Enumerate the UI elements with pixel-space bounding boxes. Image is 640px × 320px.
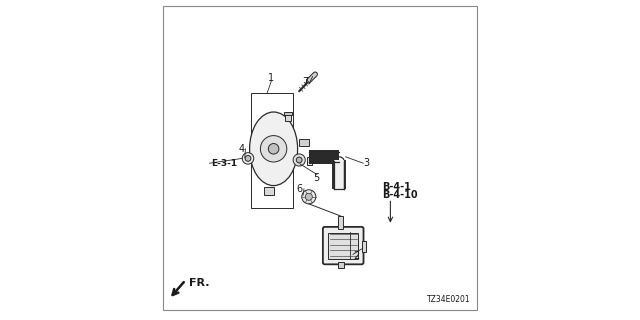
- Circle shape: [296, 157, 302, 163]
- Bar: [300, 139, 308, 146]
- Text: E-3-1: E-3-1: [211, 159, 237, 168]
- Text: 6: 6: [296, 184, 302, 194]
- Bar: [284, 112, 292, 115]
- Circle shape: [268, 143, 279, 154]
- FancyBboxPatch shape: [323, 227, 364, 264]
- Bar: [338, 262, 344, 268]
- Text: 2: 2: [354, 251, 360, 261]
- Bar: [338, 216, 344, 229]
- Circle shape: [243, 153, 253, 164]
- Circle shape: [293, 154, 305, 166]
- Bar: [328, 233, 358, 259]
- Text: B-4-1: B-4-1: [383, 182, 412, 192]
- Circle shape: [302, 190, 316, 204]
- Bar: [251, 93, 293, 208]
- Ellipse shape: [250, 112, 298, 186]
- Circle shape: [260, 136, 287, 162]
- Circle shape: [245, 156, 251, 161]
- Text: 3: 3: [364, 158, 369, 168]
- Text: 7: 7: [303, 76, 308, 87]
- Text: 5: 5: [314, 172, 320, 183]
- Bar: [362, 241, 367, 252]
- Text: 1: 1: [268, 73, 275, 84]
- Bar: [285, 112, 291, 121]
- Text: B-4-10: B-4-10: [383, 190, 418, 200]
- Text: FR.: FR.: [189, 277, 210, 288]
- Text: TZ34E0201: TZ34E0201: [427, 295, 470, 304]
- Bar: [264, 187, 274, 195]
- Bar: [307, 157, 312, 165]
- Circle shape: [305, 193, 312, 200]
- Text: 4: 4: [239, 144, 244, 154]
